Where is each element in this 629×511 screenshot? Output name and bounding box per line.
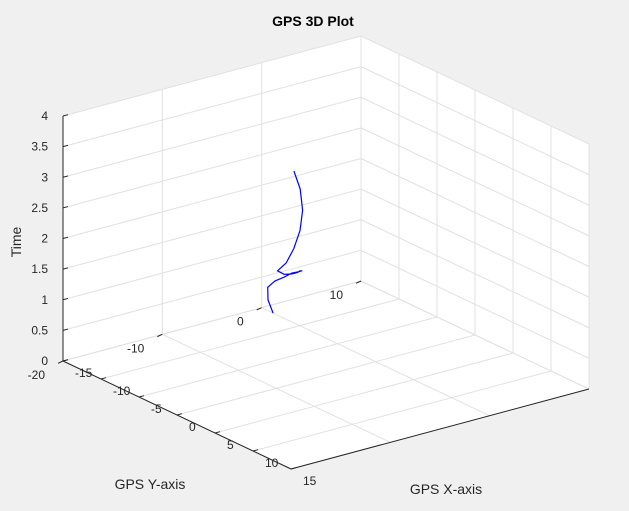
x-gridline-floor [252, 370, 552, 452]
y-gridline-floor [162, 333, 391, 443]
y-tick-mark [256, 307, 262, 311]
chart-title: GPS 3D Plot [272, 13, 354, 29]
tick-marks [57, 114, 362, 470]
z-gridline-left [62, 249, 362, 331]
z-gridline-left [62, 158, 362, 239]
z-tick-mark [62, 114, 69, 117]
data-series [267, 170, 304, 314]
y-tick-label: 0 [237, 315, 244, 329]
z-tick-mark [62, 297, 69, 301]
x-tick-label: -10 [113, 384, 131, 398]
x-axis-label: GPS X-axis [410, 481, 482, 497]
x-tick-mark [214, 431, 221, 434]
z-tick-label: 3 [41, 170, 48, 184]
series-line-1 [267, 170, 304, 314]
y-tick-label: -20 [28, 368, 46, 382]
x-axis-line [290, 388, 590, 470]
x-gridline-floor [62, 280, 362, 362]
y-tick-mark [57, 360, 64, 364]
z-tick-label: 2 [41, 232, 48, 246]
z-gridline-left [62, 96, 362, 178]
x-tick-mark [176, 413, 183, 416]
y-gridline-floor [360, 280, 590, 390]
y-axis-label: GPS Y-axis [115, 476, 186, 492]
z-gridline-left [62, 219, 362, 301]
x-tick-label: 15 [303, 474, 317, 488]
x-tick-mark [252, 449, 259, 452]
x-tick-mark [138, 395, 145, 398]
y-tick-label: -10 [127, 341, 145, 355]
z-tick-label: 2.5 [31, 201, 48, 215]
z-tick-mark [62, 236, 69, 239]
z-gridline-left [62, 66, 362, 148]
z-tick-mark [62, 267, 69, 270]
x-tick-label: -15 [75, 366, 93, 380]
z-tick-label: 4 [41, 109, 48, 123]
x-tick-label: -5 [151, 402, 162, 416]
x-tick-mark [100, 377, 107, 380]
z-axis-label: Time [8, 226, 24, 257]
z-tick-label: 0.5 [31, 323, 48, 337]
z-tick-label: 3.5 [31, 140, 48, 154]
z-tick-label: 1 [41, 293, 48, 307]
x-tick-label: 5 [227, 438, 234, 452]
z-tick-mark [62, 206, 69, 209]
z-tick-label: 0 [41, 354, 48, 368]
x-gridline-floor [100, 298, 400, 380]
y-tick-mark [355, 280, 362, 284]
y-gridline-floor [261, 307, 490, 417]
z-tick-mark [62, 175, 69, 178]
z-tick-mark [62, 144, 69, 148]
x-gridline-floor [176, 334, 476, 416]
x-gridline-floor [138, 316, 438, 398]
tick-labels: 0 0.5 1 1.5 2 2.5 3 3.5 4 -20 -10 0 10 -15 -10 -5 0 5 10 15 [28, 109, 344, 488]
x-tick-label: 10 [265, 456, 279, 470]
y-tick-mark [157, 333, 163, 338]
z-gridline-left [62, 127, 362, 209]
z-gridline-left [62, 188, 362, 270]
z-gridline-left [62, 35, 362, 117]
x-tick-label: 0 [189, 420, 196, 434]
x-gridline-floor [214, 352, 514, 434]
z-tick-label: 1.5 [31, 262, 48, 276]
y-tick-label: 10 [330, 288, 344, 302]
x-tick-mark [62, 359, 69, 362]
x-tick-mark [290, 467, 297, 470]
z-tick-mark [62, 328, 69, 331]
